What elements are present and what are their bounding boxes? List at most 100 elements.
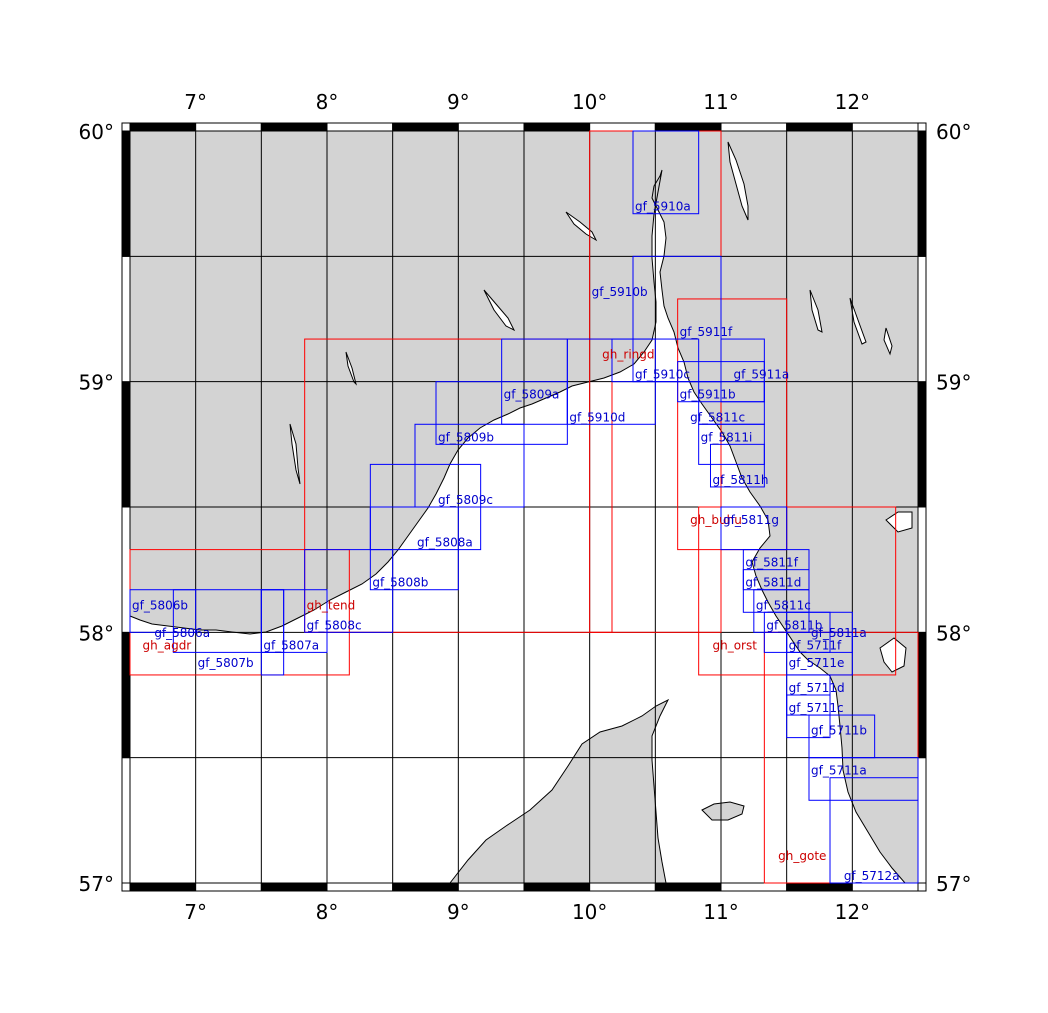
box-label-gh_buhu: gh_buhu	[690, 513, 742, 527]
frame-bar-bottom	[195, 882, 262, 892]
frame-bar-right	[917, 381, 927, 508]
frame-bar-right	[917, 631, 927, 759]
frame-bar-top	[129, 122, 197, 132]
box-label-gh_ringd: gh_ringd	[602, 348, 654, 362]
box-label-gf_5711e: gf_5711e	[789, 656, 845, 670]
frame-bar-top	[457, 122, 525, 132]
box-label-gf_5808c: gf_5808c	[307, 618, 362, 632]
frame-bar-bottom	[326, 882, 394, 892]
box-label-gh_tend: gh_tend	[307, 598, 356, 612]
box-label-gf_5811i: gf_5811i	[701, 430, 753, 444]
frame-outline	[121, 122, 927, 892]
lon-tick-label-top: 11°	[703, 90, 738, 114]
box-label-gf_5711d: gf_5711d	[789, 681, 845, 695]
box-label-gf_5809c: gf_5809c	[438, 493, 493, 507]
box-label-gf_5811h: gf_5811h	[712, 473, 768, 487]
frame-bar-top	[786, 122, 853, 132]
lon-tick-label-bottom: 9°	[447, 900, 470, 924]
lat-tick-label-left: 58°	[79, 621, 114, 645]
frame-bar-bottom	[851, 882, 919, 892]
lon-tick-label-top: 12°	[835, 90, 870, 114]
box-label-gf_5811g: gf_5811g	[723, 513, 779, 527]
box-label-gf_5910c: gf_5910c	[635, 368, 690, 382]
lat-tick-label-right: 57°	[936, 872, 971, 896]
frame-bar-top	[195, 122, 262, 132]
frame-bar-bottom	[786, 882, 853, 892]
lake	[849, 297, 867, 345]
box-label-gf_5811d: gf_5811d	[745, 576, 801, 590]
tile-box-gf_5711c	[786, 694, 831, 739]
box-label-gf_5811a: gf_5811a	[811, 626, 867, 640]
box-label-gh_agdr: gh_agdr	[143, 638, 192, 652]
tile-box-gf_5806a	[172, 589, 285, 653]
frame-bar-top	[260, 122, 328, 132]
lon-tick-label-top: 8°	[316, 90, 339, 114]
box-label-gf_5807a: gf_5807a	[263, 638, 319, 652]
tile-box-gf_5910a	[632, 130, 700, 215]
frame-bar-right	[917, 130, 927, 257]
tile-box-gf_5809c	[414, 423, 525, 508]
frame-bar-right	[917, 255, 927, 383]
lon-tick-label-top: 9°	[447, 90, 470, 114]
frame-bar-bottom	[523, 882, 591, 892]
box-label-gf_5806a: gf_5806a	[154, 626, 210, 640]
lat-tick-label-right: 59°	[936, 371, 971, 395]
lake	[483, 289, 516, 332]
lake	[879, 637, 907, 673]
box-label-gf_5811b: gf_5811b	[766, 618, 822, 632]
tile-box-gf_5811h	[709, 443, 765, 488]
box-label-gf_5808a: gf_5808a	[417, 536, 473, 550]
frame-bar-bottom	[654, 882, 722, 892]
box-label-gf_5711b: gf_5711b	[811, 724, 867, 738]
lake	[883, 327, 893, 356]
frame-bar-top	[654, 122, 722, 132]
box-label-gf_5911f: gf_5911f	[680, 325, 733, 339]
box-label-gf_5807b: gf_5807b	[198, 656, 254, 670]
lake	[727, 141, 749, 221]
frame-bar-top	[392, 122, 459, 132]
lat-tick-label-right: 60°	[936, 120, 971, 144]
lon-tick-label-bottom: 11°	[703, 900, 738, 924]
lon-tick-label-top: 7°	[184, 90, 207, 114]
frame-bar-left	[121, 255, 131, 383]
frame-bar-left	[121, 130, 131, 257]
tile-box-gf_5811c2	[753, 589, 810, 633]
box-label-gf_5711c: gf_5711c	[789, 701, 844, 715]
box-label-gf_5712a: gf_5712a	[844, 869, 900, 883]
frame-bar-top	[523, 122, 591, 132]
tile-box-gf_5809b	[435, 381, 568, 445]
lake	[289, 423, 301, 485]
lake	[809, 289, 823, 333]
frame-bar-bottom	[260, 882, 328, 892]
lat-tick-label-left: 59°	[79, 371, 114, 395]
tile-boxes	[129, 130, 919, 884]
box-label-gh_gote: gh_gote	[778, 849, 826, 863]
lon-tick-label-top: 10°	[572, 90, 607, 114]
box-label-gf_5910a: gf_5910a	[635, 200, 691, 214]
frame-bar-right	[917, 757, 927, 884]
box-label-gf_5711a: gf_5711a	[811, 764, 867, 778]
frame-bar-top	[720, 122, 788, 132]
lon-tick-label-bottom: 7°	[184, 900, 207, 924]
lake	[345, 351, 357, 386]
tile-box-gf_5806b	[129, 589, 197, 633]
box-label-gf_5911b: gf_5911b	[680, 388, 736, 402]
box-label-gf_5910b: gf_5910b	[592, 285, 648, 299]
frame-bar-bottom	[457, 882, 525, 892]
region-box-gh_tend	[304, 338, 613, 633]
box-label-gf_5811f: gf_5811f	[745, 556, 798, 570]
frame-bar-left	[121, 757, 131, 884]
box-label-gf_5910d: gf_5910d	[569, 410, 625, 424]
tile-box-gf_5808b	[369, 506, 459, 591]
frame-bar-top	[589, 122, 656, 132]
lon-tick-label-bottom: 8°	[316, 900, 339, 924]
lon-tick-label-bottom: 10°	[572, 900, 607, 924]
lat-tick-label-right: 58°	[936, 621, 971, 645]
lat-tick-label-left: 57°	[79, 872, 114, 896]
frame-bar-top	[851, 122, 919, 132]
land-denmark	[448, 698, 670, 884]
box-label-gf_5808b: gf_5808b	[372, 576, 428, 590]
tile-box-gf_5712a	[829, 777, 919, 884]
frame-bar-bottom	[589, 882, 656, 892]
